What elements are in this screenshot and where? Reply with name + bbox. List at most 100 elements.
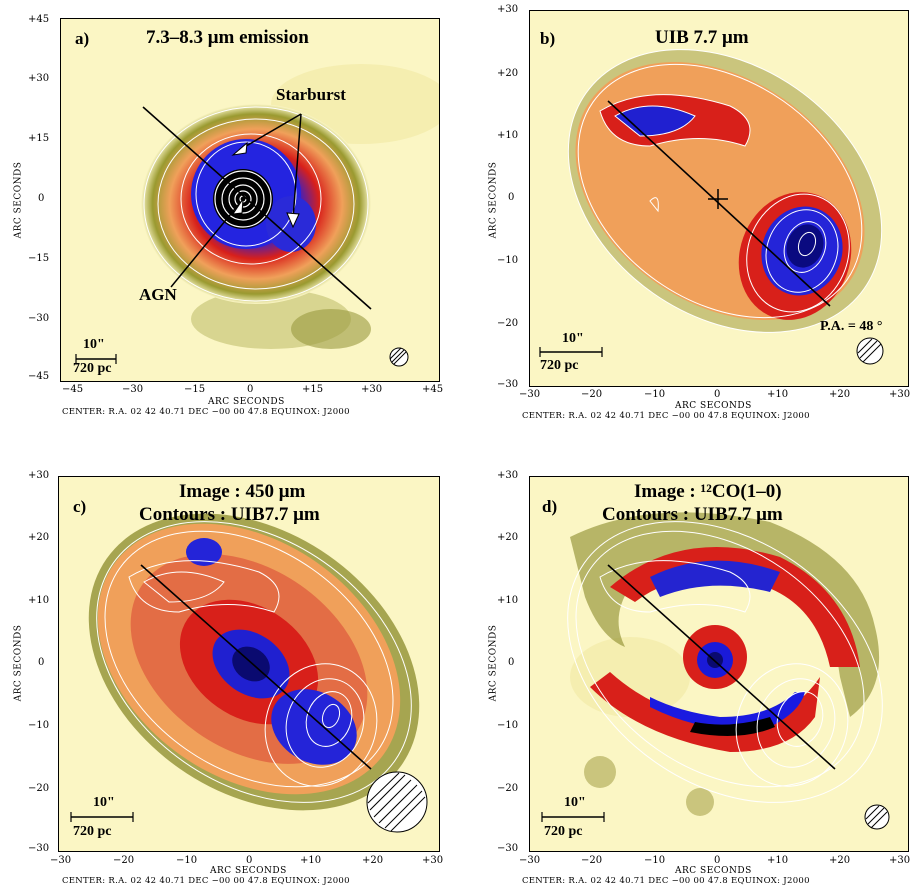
panel-c-ytick: +10: [28, 595, 50, 606]
panel-c-xtick: −20: [113, 855, 135, 866]
panel-c-xtick: +30: [422, 855, 444, 866]
panel-d-ytick: −10: [497, 720, 519, 731]
panel-a-ylabel: ARC SECONDS: [13, 161, 24, 239]
panel-a-pa-line: [142, 106, 372, 310]
panel-a-xtick: −15: [184, 384, 206, 395]
panel-a-ytick: +30: [28, 73, 50, 84]
agn-arrow: [170, 203, 240, 288]
panel-c-scale-pc: 720 pc: [73, 824, 112, 839]
panel-d-image: [530, 477, 908, 851]
panel-b-xlabel: ARC SECONDS: [675, 401, 752, 411]
panel-d-letter: d): [542, 497, 558, 516]
panel-b-xtick: +20: [829, 389, 851, 400]
panel-b-beam: [856, 337, 884, 365]
panel-a-title: 7.3–8.3 μm emission: [146, 27, 309, 48]
panel-a-ytick: 0: [38, 193, 45, 204]
panel-d-xtick: 0: [714, 855, 721, 866]
panel-b-xtick: −20: [581, 389, 603, 400]
panel-c-scale-arcsec: 10": [93, 795, 115, 810]
panel-a-beam: [389, 347, 409, 367]
panel-c-ytick: −20: [28, 783, 50, 794]
panel-c-image: [59, 477, 439, 851]
panel-b-ytick: 0: [508, 192, 515, 203]
panel-c-ytick: −30: [28, 843, 50, 854]
panel-b-xtick: +10: [767, 389, 789, 400]
panel-c-ytick: +30: [28, 470, 50, 481]
panel-d-ytick: +20: [497, 532, 519, 543]
agn-label: AGN: [139, 285, 177, 304]
panel-d-beam: [864, 804, 890, 830]
panel-d-map: d) Image : ¹²CO(1–0) Contours : UIB7.7 μ…: [529, 476, 909, 852]
panel-c-pa-line: [140, 564, 372, 770]
panel-a-xtick: −45: [62, 384, 84, 395]
panel-c-center-text: CENTER: R.A. 02 42 40.71 DEC −00 00 47.8…: [62, 876, 350, 886]
panel-a-xtick: +15: [302, 384, 324, 395]
panel-d-title-line2: Contours : UIB7.7 μm: [602, 504, 783, 525]
panel-c-ytick: 0: [38, 657, 45, 668]
panel-a-ytick: −15: [28, 253, 50, 264]
panel-a-ytick: −30: [28, 313, 50, 324]
panel-d-title-line1: Image : ¹²CO(1–0): [634, 481, 782, 502]
starburst-label: Starburst: [276, 85, 346, 104]
panel-b-ytick: +30: [497, 4, 519, 15]
panel-b-xtick: −30: [519, 389, 541, 400]
panel-d-pa-line: [607, 564, 836, 770]
starburst-arrow-2: [292, 113, 302, 220]
panel-b-letter: b): [540, 29, 556, 48]
panel-d-ytick: 0: [508, 657, 515, 668]
panel-c-xtick: −30: [50, 855, 72, 866]
panel-b-ytick: −20: [497, 318, 519, 329]
panel-b-ytick: +10: [497, 130, 519, 141]
panel-d-ytick: +30: [497, 470, 519, 481]
panel-d-xtick: −20: [581, 855, 603, 866]
panel-d-xtick: −10: [644, 855, 666, 866]
panel-c-title-line1: Image : 450 μm: [179, 481, 306, 502]
panel-c-xtick: −10: [176, 855, 198, 866]
panel-c-ytick: −10: [28, 720, 50, 731]
panel-a-scale-arcsec: 10": [83, 337, 105, 352]
panel-a-xtick: −30: [122, 384, 144, 395]
panel-b-image: [530, 11, 908, 386]
panel-a-xtick: +30: [361, 384, 383, 395]
panel-c-xlabel: ARC SECONDS: [210, 866, 287, 876]
panel-d-ytick: −20: [497, 783, 519, 794]
panel-c-title-line2: Contours : UIB7.7 μm: [139, 504, 320, 525]
panel-a-image: [61, 19, 439, 381]
panel-b-ytick: +20: [497, 68, 519, 79]
panel-d-scale-arcsec: 10": [564, 795, 586, 810]
panel-b-xtick: 0: [714, 389, 721, 400]
panel-c-map: c) Image : 450 μm Contours : UIB7.7 μm 1…: [58, 476, 440, 852]
panel-c-xtick: +20: [362, 855, 384, 866]
panel-d-xtick: +30: [889, 855, 911, 866]
panel-b-scale-arcsec: 10": [562, 331, 584, 346]
panel-d-ytick: −30: [497, 843, 519, 854]
panel-b-pa-label: P.A. = 48 °: [820, 319, 883, 334]
panel-a-map: a) 7.3–8.3 μm emission Starburst AGN 10"…: [60, 18, 440, 382]
panel-a-ytick: +45: [28, 14, 50, 25]
panel-d-center-text: CENTER: R.A. 02 42 40.71 DEC −00 00 47.8…: [522, 876, 810, 886]
panel-b-ytick: −10: [497, 255, 519, 266]
panel-a-scale-pc: 720 pc: [73, 361, 112, 376]
panel-c-xtick: 0: [246, 855, 253, 866]
panel-c-beam: [366, 771, 428, 833]
panel-a-xlabel: ARC SECONDS: [208, 397, 285, 407]
panel-d-scale-pc: 720 pc: [544, 824, 583, 839]
panel-b-ylabel: ARC SECONDS: [488, 161, 499, 239]
panel-a-letter: a): [75, 29, 90, 48]
panel-b-pa-line: [607, 100, 831, 307]
panel-c-xtick: +10: [300, 855, 322, 866]
panel-d-xlabel: ARC SECONDS: [675, 866, 752, 876]
panel-b-ytick: −30: [497, 379, 519, 390]
panel-d-ytick: +10: [497, 595, 519, 606]
panel-a-ytick: −45: [28, 371, 50, 382]
panel-b-scale-pc: 720 pc: [540, 358, 579, 373]
panel-d-ylabel: ARC SECONDS: [488, 624, 499, 702]
panel-a-center-text: CENTER: R.A. 02 42 40.71 DEC −00 00 47.8…: [62, 407, 350, 417]
panel-b-map: b) UIB 7.7 μm P.A. = 48 ° 10" 720 pc: [529, 10, 909, 387]
panel-a-ytick: +15: [28, 133, 50, 144]
panel-c-ylabel: ARC SECONDS: [13, 624, 24, 702]
panel-a-xtick: +45: [422, 384, 444, 395]
panel-c-letter: c): [73, 497, 87, 516]
panel-d-xtick: +20: [829, 855, 851, 866]
panel-d-xtick: −30: [519, 855, 541, 866]
